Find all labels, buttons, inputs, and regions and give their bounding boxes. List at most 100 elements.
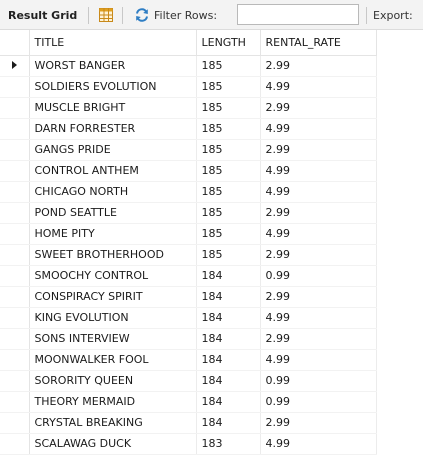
cell-rental-rate[interactable]: 2.99 [260, 97, 377, 119]
result-grid-tab[interactable]: Result Grid [8, 8, 78, 22]
cell-rental-rate[interactable]: 4.99 [260, 181, 377, 203]
column-header-length[interactable]: LENGTH [196, 30, 261, 56]
cell-title[interactable]: MOONWALKER FOOL [29, 349, 197, 371]
cell-length[interactable]: 184 [196, 328, 261, 350]
cell-rental-rate[interactable]: 4.99 [260, 223, 377, 245]
cell-rental-rate[interactable]: 2.99 [260, 286, 377, 308]
row-marker[interactable] [0, 76, 30, 98]
cell-title[interactable]: GANGS PRIDE [29, 139, 197, 161]
filter-rows-input[interactable] [237, 4, 359, 25]
cell-title[interactable]: SONS INTERVIEW [29, 328, 197, 350]
table-row[interactable]: HOME PITY 185 4.99 [0, 223, 377, 245]
row-marker[interactable] [0, 55, 30, 77]
cell-title[interactable]: CRYSTAL BREAKING [29, 412, 197, 434]
grid-layout-icon[interactable] [98, 0, 114, 30]
row-marker[interactable] [0, 160, 30, 182]
cell-length[interactable]: 185 [196, 55, 261, 77]
cell-title[interactable]: THEORY MERMAID [29, 391, 197, 413]
cell-length[interactable]: 185 [196, 139, 261, 161]
table-row[interactable]: CONSPIRACY SPIRIT 184 2.99 [0, 286, 377, 308]
table-row[interactable]: MOONWALKER FOOL 184 4.99 [0, 349, 377, 371]
row-marker[interactable] [0, 433, 30, 455]
cell-title[interactable]: SMOOCHY CONTROL [29, 265, 197, 287]
table-row[interactable]: CRYSTAL BREAKING 184 2.99 [0, 412, 377, 434]
cell-rental-rate[interactable]: 4.99 [260, 307, 377, 329]
cell-length[interactable]: 184 [196, 391, 261, 413]
table-row[interactable]: THEORY MERMAID 184 0.99 [0, 391, 377, 413]
cell-rental-rate[interactable]: 4.99 [260, 76, 377, 98]
row-marker[interactable] [0, 286, 30, 308]
row-marker[interactable] [0, 307, 30, 329]
cell-length[interactable]: 185 [196, 223, 261, 245]
table-row[interactable]: SMOOCHY CONTROL 184 0.99 [0, 265, 377, 287]
cell-length[interactable]: 185 [196, 118, 261, 140]
cell-rental-rate[interactable]: 0.99 [260, 391, 377, 413]
row-marker[interactable] [0, 139, 30, 161]
column-header-title[interactable]: TITLE [29, 30, 197, 56]
cell-title[interactable]: SORORITY QUEEN [29, 370, 197, 392]
cell-length[interactable]: 185 [196, 202, 261, 224]
cell-rental-rate[interactable]: 2.99 [260, 55, 377, 77]
table-row[interactable]: CHICAGO NORTH 185 4.99 [0, 181, 377, 203]
row-marker[interactable] [0, 349, 30, 371]
row-marker[interactable] [0, 181, 30, 203]
row-marker[interactable] [0, 370, 30, 392]
cell-length[interactable]: 184 [196, 370, 261, 392]
cell-length[interactable]: 185 [196, 160, 261, 182]
row-marker[interactable] [0, 223, 30, 245]
row-marker[interactable] [0, 97, 30, 119]
row-marker[interactable] [0, 202, 30, 224]
table-row[interactable]: WORST BANGER 185 2.99 [0, 55, 377, 77]
export-button[interactable]: Export: [373, 8, 413, 22]
cell-title[interactable]: CONSPIRACY SPIRIT [29, 286, 197, 308]
cell-title[interactable]: SCALAWAG DUCK [29, 433, 197, 455]
cell-length[interactable]: 185 [196, 76, 261, 98]
cell-length[interactable]: 185 [196, 97, 261, 119]
cell-rental-rate[interactable]: 2.99 [260, 139, 377, 161]
table-row[interactable]: SWEET BROTHERHOOD 185 2.99 [0, 244, 377, 266]
cell-length[interactable]: 184 [196, 349, 261, 371]
cell-title[interactable]: MUSCLE BRIGHT [29, 97, 197, 119]
table-row[interactable]: SCALAWAG DUCK 183 4.99 [0, 433, 377, 455]
row-marker[interactable] [0, 265, 30, 287]
cell-rental-rate[interactable]: 2.99 [260, 202, 377, 224]
cell-rental-rate[interactable]: 0.99 [260, 265, 377, 287]
cell-rental-rate[interactable]: 2.99 [260, 412, 377, 434]
table-row[interactable]: GANGS PRIDE 185 2.99 [0, 139, 377, 161]
cell-length[interactable]: 184 [196, 412, 261, 434]
cell-title[interactable]: HOME PITY [29, 223, 197, 245]
table-row[interactable]: CONTROL ANTHEM 185 4.99 [0, 160, 377, 182]
row-marker[interactable] [0, 412, 30, 434]
table-row[interactable]: MUSCLE BRIGHT 185 2.99 [0, 97, 377, 119]
cell-rental-rate[interactable]: 4.99 [260, 160, 377, 182]
cell-title[interactable]: POND SEATTLE [29, 202, 197, 224]
row-marker[interactable] [0, 391, 30, 413]
row-marker[interactable] [0, 328, 30, 350]
cell-title[interactable]: SWEET BROTHERHOOD [29, 244, 197, 266]
row-marker[interactable] [0, 118, 30, 140]
cell-title[interactable]: KING EVOLUTION [29, 307, 197, 329]
table-row[interactable]: DARN FORRESTER 185 4.99 [0, 118, 377, 140]
table-row[interactable]: SORORITY QUEEN 184 0.99 [0, 370, 377, 392]
table-row[interactable]: SOLDIERS EVOLUTION 185 4.99 [0, 76, 377, 98]
cell-length[interactable]: 183 [196, 433, 261, 455]
table-row[interactable]: POND SEATTLE 185 2.99 [0, 202, 377, 224]
column-header-rental-rate[interactable]: RENTAL_RATE [260, 30, 377, 56]
cell-length[interactable]: 185 [196, 181, 261, 203]
cell-rental-rate[interactable]: 4.99 [260, 118, 377, 140]
cell-rental-rate[interactable]: 2.99 [260, 244, 377, 266]
cell-length[interactable]: 185 [196, 244, 261, 266]
cell-title[interactable]: CHICAGO NORTH [29, 181, 197, 203]
cell-title[interactable]: DARN FORRESTER [29, 118, 197, 140]
cell-title[interactable]: SOLDIERS EVOLUTION [29, 76, 197, 98]
cell-rental-rate[interactable]: 0.99 [260, 370, 377, 392]
table-row[interactable]: KING EVOLUTION 184 4.99 [0, 307, 377, 329]
table-row[interactable]: SONS INTERVIEW 184 2.99 [0, 328, 377, 350]
cell-title[interactable]: WORST BANGER [29, 55, 197, 77]
cell-rental-rate[interactable]: 4.99 [260, 433, 377, 455]
cell-rental-rate[interactable]: 2.99 [260, 328, 377, 350]
cell-length[interactable]: 184 [196, 307, 261, 329]
cell-length[interactable]: 184 [196, 286, 261, 308]
refresh-icon[interactable] [134, 0, 150, 30]
cell-length[interactable]: 184 [196, 265, 261, 287]
